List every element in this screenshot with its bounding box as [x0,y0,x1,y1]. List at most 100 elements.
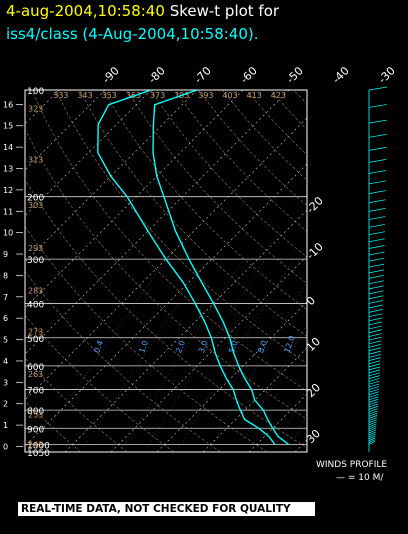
dry-adiabat-363 [126,90,307,284]
wind-barb [368,383,380,388]
pressure-label-1050: 1050 [27,449,50,459]
height-label-11: 11 [3,207,13,216]
wind-barb [368,159,387,163]
wind-barb [368,403,378,408]
wind-barb [368,251,385,256]
wind-barb [368,427,377,432]
mixing-ratio-label-3: 3.0 [197,339,210,354]
pressure-label-400: 400 [27,300,44,310]
dry-adiabat-273 [25,314,175,452]
dewpoint-trace [97,90,276,445]
wind-barb [368,429,377,434]
height-label-9: 9 [3,250,8,259]
mixing-ratio-line-7 [274,387,307,452]
wind-barb [368,347,382,352]
isotherm-50 [387,90,408,452]
isotherm--20 [64,209,307,452]
wind-barb [368,378,380,382]
wind-barb [368,412,378,417]
grid-layer [24,89,308,453]
pressure-label-900: 900 [27,425,44,435]
wind-barb [368,441,376,445]
height-label-3: 3 [3,378,8,387]
theta-label-293: 293 [28,244,43,253]
theta-label-333: 333 [53,91,68,100]
dry-adiabat-323 [31,90,307,392]
wind-barb [368,133,387,138]
wind-barb [368,231,385,236]
plot-frame [24,89,308,453]
mixing-ratio-line-1 [80,258,210,452]
isotherm-label-top--60: -60 [238,64,260,86]
wind-barb [368,304,383,309]
height-label-5: 5 [3,336,8,345]
wind-barb [368,423,377,428]
wind-barb [368,363,381,368]
wind-barb [368,354,381,358]
wind-barb [368,357,381,361]
height-label-7: 7 [3,293,8,302]
mixing-ratio-line-5 [208,281,307,452]
wind-barb [368,388,379,393]
wind-barb [368,208,386,212]
wind-barb [368,360,381,365]
wind-barb [368,398,379,403]
isotherm-layer [25,90,408,452]
wind-barb [368,439,376,443]
mixing-ratio-label-0: 0.4 [92,339,105,354]
wind-barb [368,425,377,430]
wind-barb [368,375,380,379]
theta-label-273: 273 [28,328,43,337]
wind-barb [368,285,384,290]
wind-barb [368,391,379,396]
pressure-label-1000: 1000 [27,441,50,451]
isotherm--80 [25,90,152,217]
height-label-16: 16 [3,100,13,109]
isotherm--60 [25,90,244,309]
theta-label-313: 313 [28,155,43,164]
isotherm-label-top--70: -70 [192,64,214,86]
height-label-14: 14 [3,143,13,152]
mixing-ratio-line-9 [299,437,307,452]
wind-barb [368,86,388,91]
theta-label-393: 393 [198,91,213,100]
wind-barb [368,223,386,228]
wind-barb [368,275,384,279]
isotherm-label-top--50: -50 [284,64,306,86]
wind-barb [368,119,387,124]
pressure-label-200: 200 [27,194,44,204]
pressure-label-100: 100 [27,87,44,97]
theta-label-403: 403 [222,91,237,100]
pressure-label-300: 300 [27,256,44,266]
mixing-ratio-label-5: 8.0 [256,339,269,354]
wind-barb [368,300,384,304]
isotherm--30 [25,163,307,447]
theta-label-253: 253 [28,411,43,420]
isotherm--10 [110,255,307,452]
mixing-ratio-line-10 [310,259,408,452]
trace-layer [97,90,290,446]
dry-adiabat-263 [25,357,128,452]
theta-label-353: 353 [102,91,117,100]
wind-profile-layer [368,86,388,452]
plot-subtitle: iss4/class (4-Aug-2004,10:58:40). [6,25,259,43]
wind-barb [368,406,378,410]
winds-scale-label: — = 10 M/ [336,473,384,483]
mixing-ratio-layer [32,258,408,452]
wind-barb [368,366,381,371]
wind-barb [368,417,378,421]
wind-barb [368,257,385,262]
wind-barb [368,295,384,300]
height-label-4: 4 [3,357,8,366]
dry-adiabat-layer [25,90,307,452]
mixing-ratio-line-11 [320,259,408,452]
wind-barb [368,415,378,419]
theta-label-413: 413 [247,91,262,100]
theta-label-373: 373 [150,91,165,100]
isotherm--90 [25,90,106,171]
isotherm--70 [25,90,198,263]
pressure-label-800: 800 [27,407,44,417]
wind-barb [368,419,377,424]
wind-barb [368,435,376,440]
